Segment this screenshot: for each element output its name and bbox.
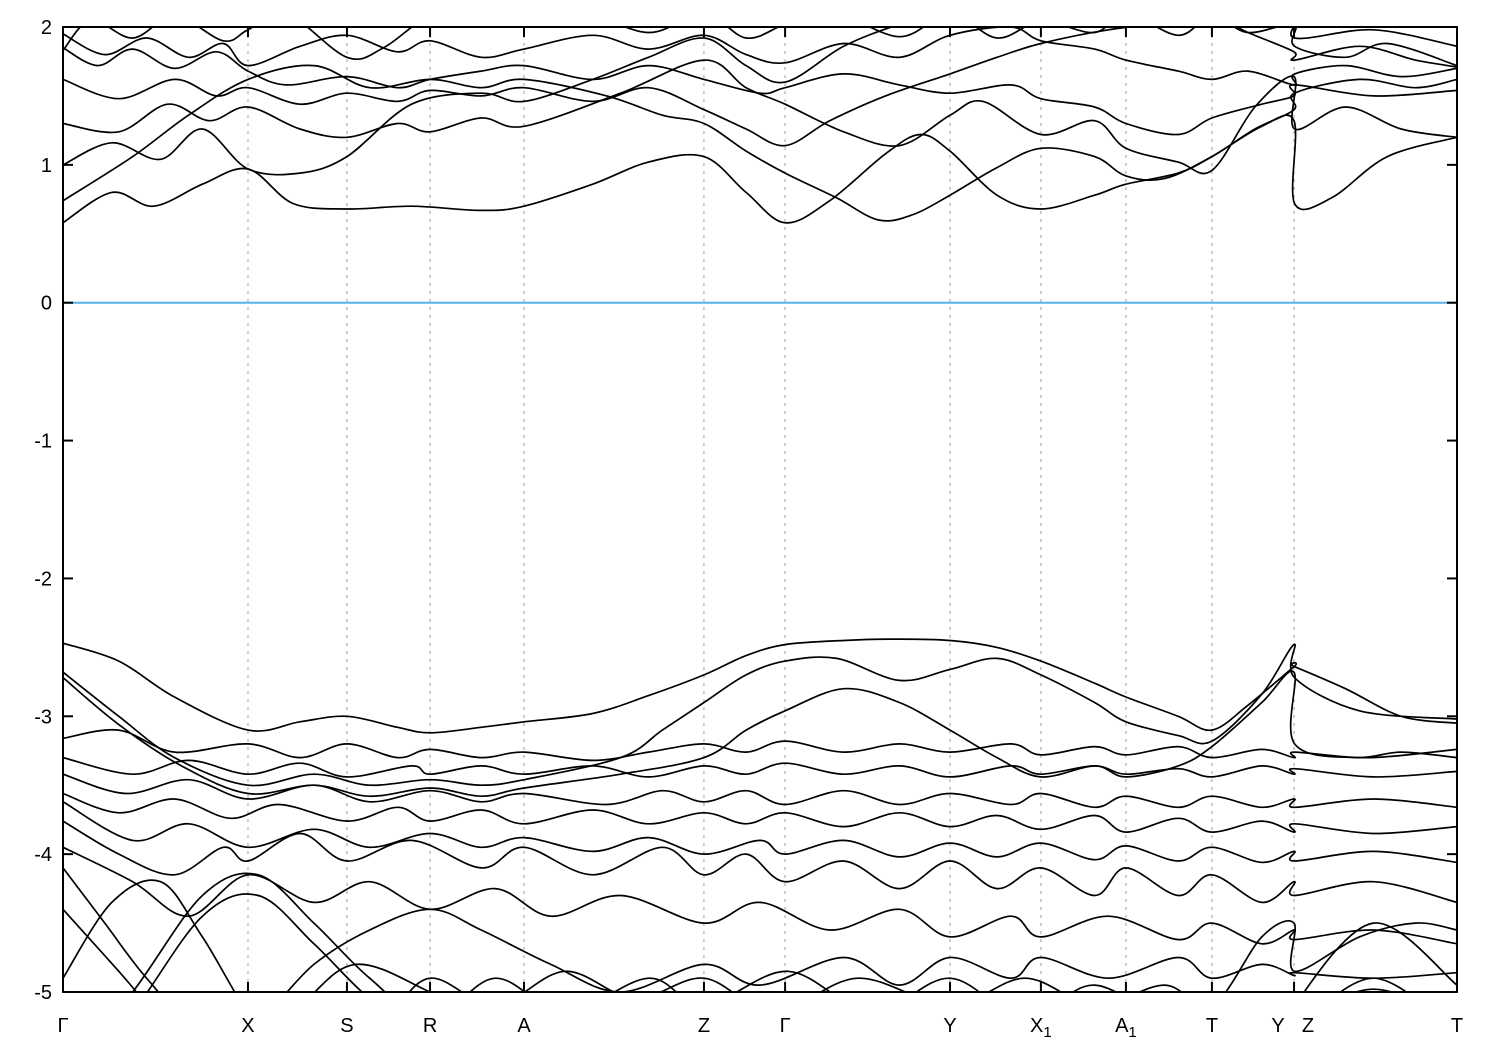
band-curve-val-7 — [63, 792, 1457, 835]
band-curve-val-13 — [63, 879, 1457, 992]
y-axis-label--1: -1 — [34, 431, 52, 453]
x-axis-label-S: S — [340, 1015, 353, 1037]
band-curve-val-2 — [63, 643, 1457, 787]
band-curve-cond-7 — [63, 114, 1457, 224]
x-axis-label-A1: A1 — [1115, 1015, 1137, 1041]
x-axis-label-Γ: Γ — [780, 1015, 791, 1037]
x-axis-label-T: T — [1451, 1015, 1463, 1037]
x-axis-label-Y: Y — [1271, 1015, 1284, 1037]
x-axis-label-X: X — [241, 1015, 254, 1037]
band-curve-val-1 — [63, 638, 1457, 734]
band-curve-val-10 — [63, 846, 1457, 945]
y-axis-label--3: -3 — [34, 706, 52, 728]
band-curve-cond-8 — [63, 46, 1457, 136]
y-axis-label--2: -2 — [34, 568, 52, 590]
plot-border — [62, 26, 1458, 993]
band-curve-val-8 — [63, 800, 1457, 864]
x-axis-label-Γ: Γ — [57, 1015, 68, 1037]
band-curve-cond-2 — [63, 27, 1457, 86]
band-curve-val-14 — [131, 872, 1457, 992]
x-axis-label-Z: Z — [698, 1015, 710, 1037]
y-axis-label-0: 0 — [41, 293, 52, 315]
band-curve-val-4 — [63, 728, 1457, 762]
band-curve-cond-3 — [63, 27, 1457, 147]
y-axis-label-1: 1 — [41, 155, 52, 177]
y-axis-label--4: -4 — [34, 844, 52, 866]
y-axis-label-2: 2 — [41, 17, 52, 39]
band-curve-val-15 — [146, 893, 1408, 992]
band-curve-val-5 — [63, 756, 1457, 778]
x-axis-label-Z: Z — [1302, 1015, 1314, 1037]
band-curve-val-11 — [63, 867, 1457, 992]
band-curve-val-9 — [63, 820, 1457, 904]
x-axis-label-R: R — [423, 1015, 437, 1037]
y-axis-label--5: -5 — [34, 982, 52, 1004]
x-axis-label-Y: Y — [943, 1015, 956, 1037]
band-curve-val-6 — [63, 773, 1457, 809]
x-axis-label-T: T — [1206, 1015, 1218, 1037]
x-axis-label-A: A — [517, 1015, 531, 1037]
x-axis-label-X1: X1 — [1030, 1015, 1052, 1041]
